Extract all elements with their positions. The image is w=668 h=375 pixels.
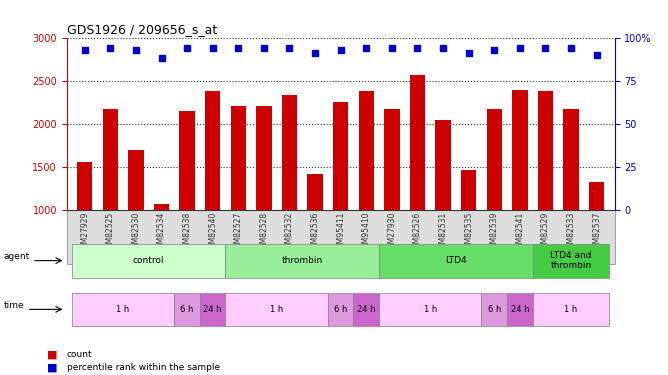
Text: thrombin: thrombin <box>282 256 323 265</box>
Bar <box>180 111 195 210</box>
Bar <box>384 109 399 210</box>
Bar <box>257 106 272 210</box>
Text: LTD4: LTD4 <box>445 256 467 265</box>
Bar <box>461 170 476 210</box>
Text: 1 h: 1 h <box>116 305 130 314</box>
Text: 6 h: 6 h <box>180 305 194 314</box>
Text: 24 h: 24 h <box>510 305 529 314</box>
Bar <box>205 91 220 210</box>
Bar <box>307 174 323 210</box>
Bar <box>282 95 297 210</box>
Text: count: count <box>67 350 92 359</box>
Text: percentile rank within the sample: percentile rank within the sample <box>67 363 220 372</box>
Bar <box>538 91 553 210</box>
Bar <box>359 91 374 210</box>
Text: 1 h: 1 h <box>424 305 437 314</box>
Text: 24 h: 24 h <box>204 305 222 314</box>
Text: 24 h: 24 h <box>357 305 375 314</box>
Text: agent: agent <box>3 252 29 261</box>
Text: 6 h: 6 h <box>488 305 501 314</box>
Bar <box>512 90 528 210</box>
Bar <box>589 182 605 210</box>
Text: 6 h: 6 h <box>334 305 347 314</box>
Text: GDS1926 / 209656_s_at: GDS1926 / 209656_s_at <box>67 23 217 36</box>
Text: LTD4 and
thrombin: LTD4 and thrombin <box>550 251 592 270</box>
Text: control: control <box>133 256 164 265</box>
Text: ■: ■ <box>47 350 57 359</box>
Bar <box>409 75 425 210</box>
Bar <box>486 109 502 210</box>
Bar <box>333 102 348 210</box>
Bar <box>103 109 118 210</box>
Bar <box>230 106 246 210</box>
Text: 1 h: 1 h <box>564 305 578 314</box>
Bar <box>563 109 578 210</box>
Text: ■: ■ <box>47 363 57 372</box>
Bar <box>77 162 92 210</box>
Bar <box>436 120 451 210</box>
Bar <box>154 204 169 210</box>
Bar <box>128 150 144 210</box>
Text: 1 h: 1 h <box>270 305 283 314</box>
Text: time: time <box>3 301 24 310</box>
